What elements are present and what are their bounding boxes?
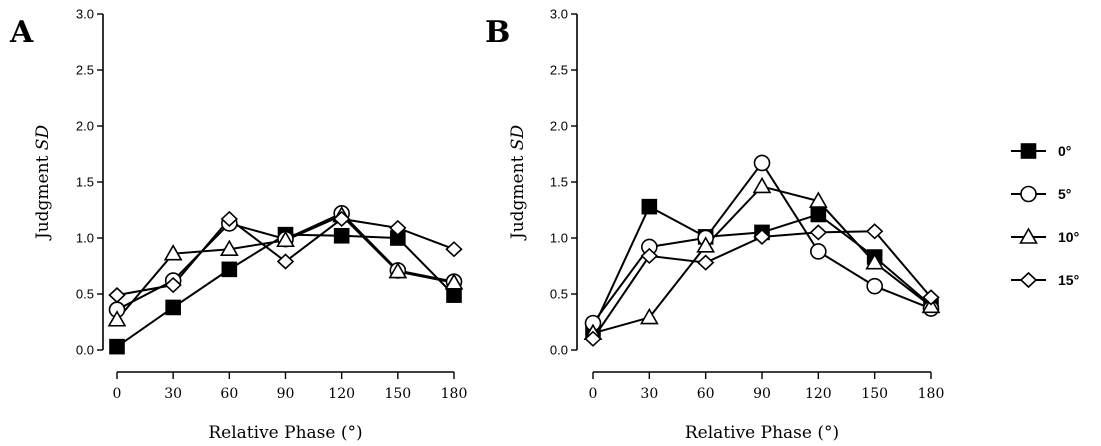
legend: 0° 5° 10° 15° — [1011, 143, 1079, 289]
data-point — [696, 254, 715, 271]
x-tick-label: 60 — [697, 386, 715, 402]
y-tick-label: 1.5 — [76, 175, 94, 190]
x-tick-label: 30 — [164, 386, 182, 402]
data-point — [865, 223, 884, 240]
data-point — [809, 224, 828, 241]
data-point — [810, 206, 827, 223]
y-tick-label: 0.0 — [76, 343, 94, 358]
data-point — [753, 228, 771, 245]
y-tick-label: 3.0 — [76, 7, 94, 22]
data-point — [641, 198, 658, 215]
data-point — [584, 330, 602, 347]
x-axis-title: Relative Phase (°) — [685, 423, 839, 443]
legend-marker — [1019, 227, 1038, 244]
x-tick-label: 150 — [861, 386, 888, 402]
y-tick-label: 3.0 — [550, 7, 568, 22]
panel-label: A — [9, 15, 34, 50]
y-tick-label: 2.5 — [76, 63, 94, 78]
data-point — [389, 219, 407, 237]
legend-marker — [1020, 143, 1037, 159]
legend-item: 15° — [1011, 271, 1079, 289]
x-tick-label: 120 — [805, 386, 832, 402]
data-point — [446, 287, 462, 303]
x-tick-label: 180 — [441, 386, 468, 402]
data-point — [866, 277, 883, 295]
data-point — [221, 261, 238, 278]
legend-marker — [1020, 185, 1037, 203]
x-axis-title: Relative Phase (°) — [208, 423, 362, 443]
y-tick-label: 2.0 — [76, 119, 94, 134]
y-tick-label: 1.0 — [550, 231, 568, 246]
legend-item: 5° — [1011, 185, 1071, 203]
data-point — [696, 236, 716, 253]
y-tick-label: 1.0 — [76, 231, 94, 246]
data-point — [808, 191, 828, 208]
data-point — [276, 253, 295, 270]
y-tick-label: 1.5 — [550, 175, 568, 190]
legend-label: 5° — [1058, 186, 1071, 202]
x-tick-label: 30 — [640, 386, 658, 402]
y-axis-title-main: Judgment — [33, 150, 53, 241]
y-tick-label: 2.0 — [550, 119, 568, 134]
y-axis-title-italic: SD — [33, 125, 53, 151]
x-tick-label: 180 — [918, 386, 945, 402]
data-point — [332, 210, 351, 228]
data-point — [444, 273, 464, 290]
legend-item: 0° — [1011, 143, 1071, 159]
data-point — [753, 154, 771, 172]
y-tick-label: 0.5 — [550, 287, 568, 302]
data-point — [810, 243, 827, 260]
data-point — [865, 253, 885, 270]
y-axis-title: Judgment SD — [508, 125, 528, 242]
x-tick-label: 60 — [220, 386, 238, 402]
legend-label: 0° — [1058, 143, 1071, 159]
legend-item: 10° — [1011, 227, 1079, 245]
y-axis-title-main: Judgment — [508, 150, 528, 241]
data-point — [220, 210, 239, 228]
y-axis-title-italic: SD — [508, 125, 528, 151]
data-point — [639, 307, 659, 325]
series-line — [116, 233, 455, 348]
x-tick-label: 150 — [384, 386, 411, 402]
data-point — [922, 289, 940, 306]
x-tick-label: 90 — [753, 386, 771, 402]
x-tick-label: 0 — [589, 386, 598, 402]
data-point — [219, 239, 239, 256]
data-point — [108, 287, 126, 304]
data-point — [640, 247, 659, 265]
data-point — [333, 227, 350, 244]
y-tick-label: 2.5 — [550, 63, 568, 78]
data-point — [276, 230, 295, 248]
x-tick-label: 90 — [277, 386, 295, 402]
x-tick-label: 0 — [113, 386, 122, 402]
legend-label: 10° — [1058, 229, 1079, 245]
data-point — [165, 299, 181, 316]
y-tick-label: 0.5 — [76, 287, 94, 302]
panel-b: B 0.0 0.5 1.0 1.5 2.0 2.5 3.0 0 30 60 90 120 150 180 Re… — [485, 7, 944, 444]
data-point — [164, 276, 182, 294]
data-point — [388, 261, 408, 279]
data-point — [109, 338, 125, 355]
x-tick-label: 120 — [328, 386, 355, 402]
data-point — [107, 310, 127, 327]
data-point — [752, 176, 772, 194]
data-point — [445, 241, 463, 258]
panel-label: B — [485, 15, 510, 50]
y-tick-label: 0.0 — [550, 343, 568, 358]
data-point — [163, 244, 183, 261]
panel-a: A 0.0 0.5 1.0 1.5 2.0 2.5 3.0 0 30 60 90 120 150 180 Re… — [9, 7, 467, 444]
y-axis-title: Judgment SD — [33, 125, 53, 242]
legend-marker — [1019, 271, 1038, 289]
legend-label: 15° — [1058, 272, 1079, 288]
